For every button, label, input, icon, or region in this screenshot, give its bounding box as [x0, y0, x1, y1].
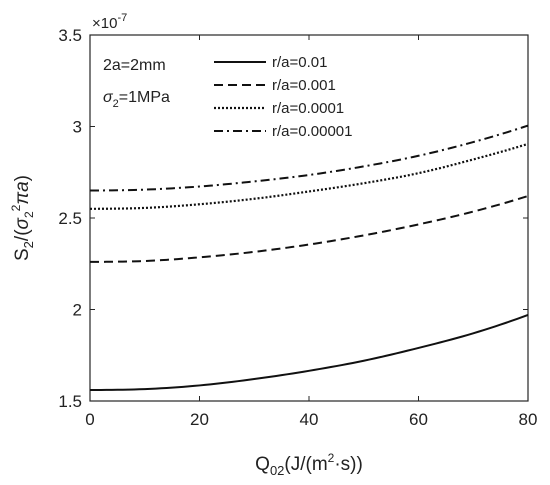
legend-label-1: r/a=0.01	[272, 54, 327, 71]
legend-label-2: r/a=0.001	[272, 77, 336, 94]
y-tick-label: 2	[73, 301, 82, 320]
series-line-2	[89, 195, 529, 263]
y-multiplier: ×10-7	[92, 12, 127, 32]
x-tick-label: 60	[409, 410, 428, 429]
y-tick-label: 3	[73, 118, 82, 137]
series-line-1	[89, 314, 529, 392]
legend-label-3: r/a=0.0001	[272, 100, 344, 117]
y-axis: 1.5 2 2.5 3 3.5	[58, 26, 528, 411]
y-tick-label: 3.5	[58, 26, 82, 45]
annotation-size: 2a=2mm	[103, 57, 166, 74]
plot-area	[89, 34, 529, 402]
y-tick-label: 1.5	[58, 392, 82, 411]
y-axis-label: S2/(σ22πa)	[9, 175, 36, 261]
legend-label-4: r/a=0.00001	[272, 123, 353, 140]
series-line-3	[89, 142, 529, 210]
legend: r/a=0.01 r/a=0.001 r/a=0.0001 r/a=0.00001	[214, 54, 353, 140]
x-tick-label: 20	[190, 410, 209, 429]
x-tick-label: 80	[519, 410, 538, 429]
y-tick-label: 2.5	[58, 209, 82, 228]
series-layer	[89, 124, 529, 392]
x-axis-label: Q02(J/(m2·s))	[255, 451, 363, 478]
series-line-4	[89, 124, 529, 192]
x-tick-label: 40	[300, 410, 319, 429]
x-axis: 0 20 40 60 80	[85, 35, 537, 429]
annotation-stress: σ2=1MPa	[103, 89, 170, 110]
x-tick-label: 0	[85, 410, 94, 429]
